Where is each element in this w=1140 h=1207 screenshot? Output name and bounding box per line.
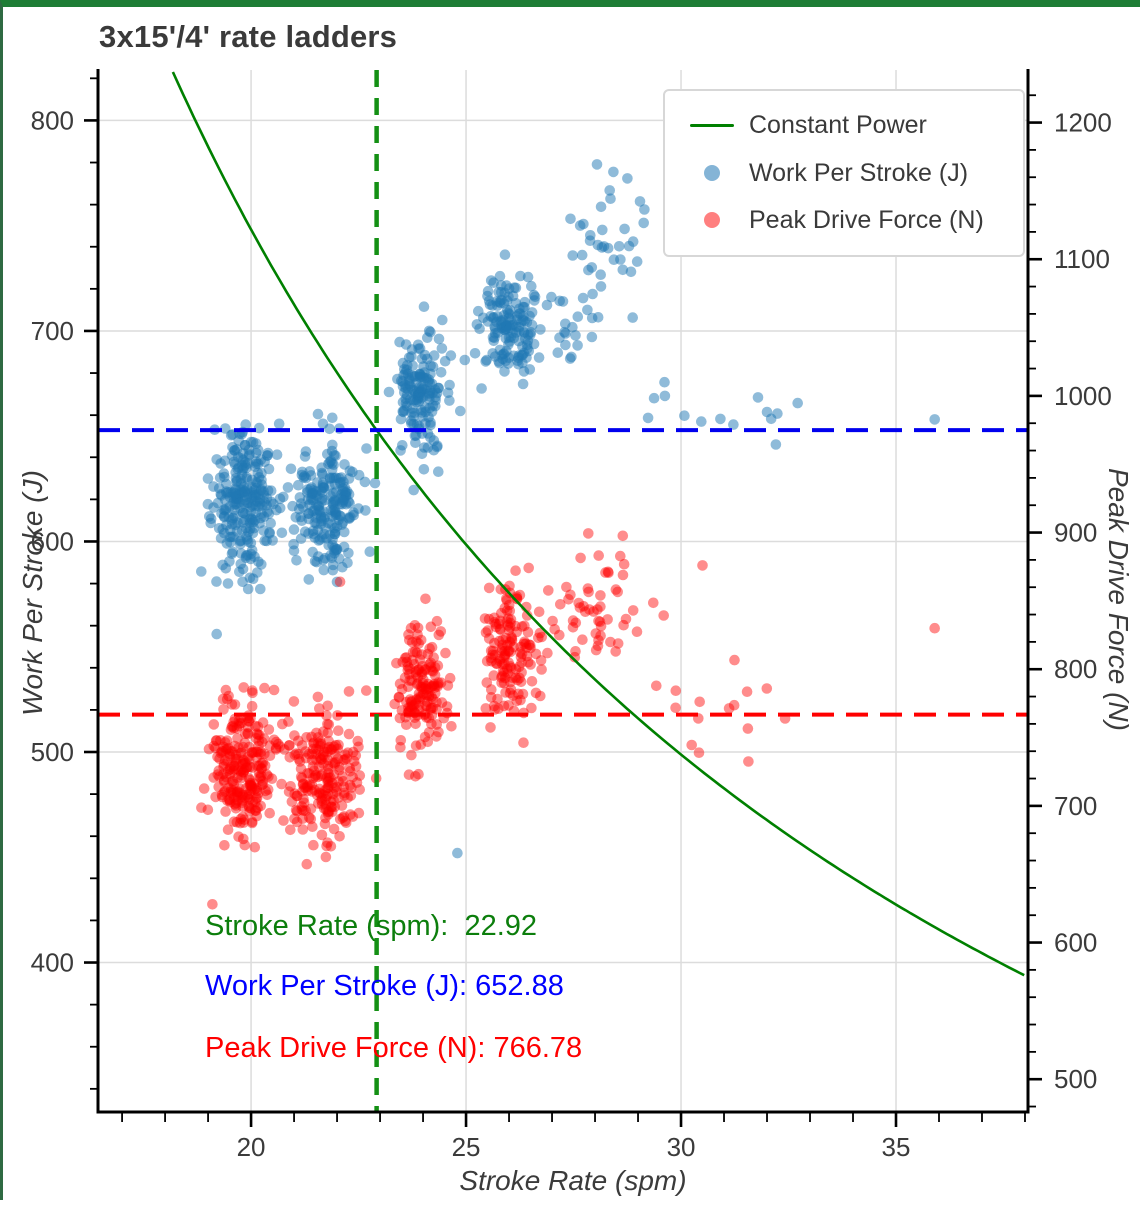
legend-item-peak-drive-force: Peak Drive Force (N) [665,206,1023,235]
svg-text:1000: 1000 [1054,381,1112,411]
svg-text:700: 700 [1054,791,1097,821]
svg-text:25: 25 [452,1132,481,1162]
crosshair-lines [98,70,1028,1112]
constant-power-curve [171,71,1025,977]
work-per-stroke-readout: Work Per Stroke (J): 652.88 [205,970,564,1002]
legend-label: Constant Power [749,111,927,140]
axes-spines-ticks [84,69,1042,1127]
svg-text:1200: 1200 [1054,108,1112,138]
svg-text:500: 500 [1054,1064,1097,1094]
svg-text:400: 400 [31,948,74,978]
x-axis-title: Stroke Rate (spm) [459,1165,687,1196]
svg-text:700: 700 [31,316,74,346]
legend-line-icon [689,124,735,128]
right-axis-title: Peak Drive Force (N) [1103,468,1134,731]
svg-text:1100: 1100 [1054,244,1110,274]
peak-drive-force-readout: Peak Drive Force (N): 766.78 [205,1032,583,1064]
plot-area: 400 500 600 700 800 500 600 700 800 900 1000 1100 12… [31,69,1112,1162]
legend: Constant Power Work Per Stroke (J) Peak … [663,89,1025,257]
legend-item-work-per-stroke: Work Per Stroke (J) [665,159,1023,188]
scatter-series [196,159,940,910]
legend-item-constant-power: Constant Power [665,111,1023,140]
legend-label: Work Per Stroke (J) [749,158,969,187]
svg-text:800: 800 [31,105,74,135]
left-axis-title: Work Per Stroke (J) [17,470,48,716]
svg-text:35: 35 [882,1132,911,1162]
svg-text:800: 800 [1054,654,1097,684]
legend-dot-icon [689,212,735,229]
stroke-rate-readout: Stroke Rate (spm): 22.92 [205,910,538,942]
legend-label: Peak Drive Force (N) [749,205,984,234]
svg-text:600: 600 [1054,928,1097,958]
peak-drive-force-points [196,528,940,910]
svg-text:500: 500 [31,737,74,767]
svg-text:30: 30 [667,1132,696,1162]
chart-title: 3x15'/4' rate ladders [99,19,398,54]
svg-text:600: 600 [31,526,74,556]
legend-dot-icon [689,165,735,181]
svg-text:900: 900 [1054,518,1097,548]
svg-text:20: 20 [237,1132,266,1162]
work-per-stroke-points [196,159,940,859]
tick-labels: 400 500 600 700 800 500 600 700 800 900 1000 1100 12… [31,105,1112,1162]
